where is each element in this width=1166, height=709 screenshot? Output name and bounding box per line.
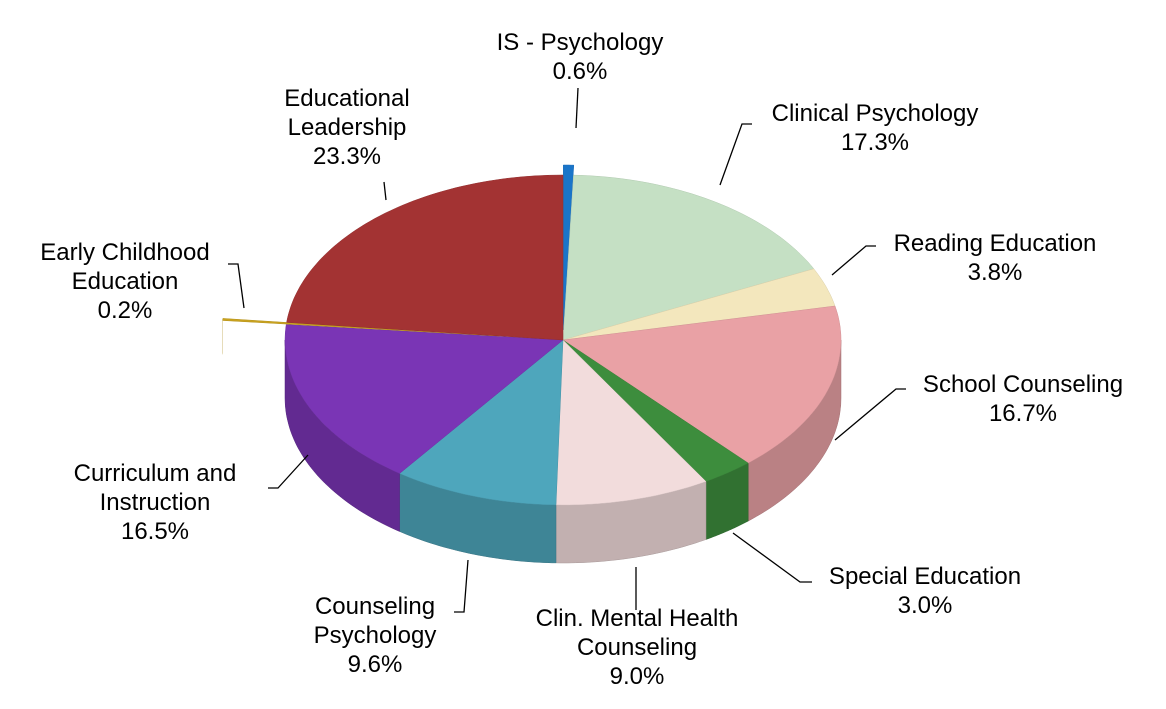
tops	[222, 164, 842, 506]
leader-line	[834, 388, 906, 441]
value-label: 17.3%	[840, 129, 910, 156]
slice	[555, 339, 707, 506]
value-label: 9.0%	[609, 663, 665, 690]
category-label: Educational Leadership	[284, 85, 410, 141]
data-label: Educational Leadership 23.3%	[262, 84, 432, 171]
slice	[563, 164, 575, 331]
value-label: 16.7%	[988, 400, 1058, 427]
value-label: 3.0%	[897, 592, 953, 619]
slice	[562, 268, 836, 341]
category-label: Clin. Mental Health Counseling	[535, 605, 739, 661]
value-label: 3.8%	[967, 259, 1023, 286]
pie	[222, 164, 842, 564]
slice	[284, 324, 564, 474]
leader-line	[228, 263, 245, 309]
slice	[562, 339, 749, 482]
data-label: Clinical Psychology 17.3%	[772, 99, 979, 157]
category-label: School Counseling	[922, 371, 1124, 398]
leader-line	[268, 454, 309, 489]
category-label: Early Childhood Education	[40, 239, 210, 295]
sides	[222, 318, 842, 564]
value-label: 0.6%	[552, 58, 608, 85]
data-label: School Counseling 16.7%	[923, 370, 1123, 428]
value-label: 9.6%	[347, 651, 403, 678]
leader-line	[454, 559, 469, 613]
category-label: IS - Psychology	[496, 29, 664, 56]
slice	[286, 174, 564, 341]
data-label: Special Education 3.0%	[829, 562, 1021, 620]
data-label: Counseling Psychology 9.6%	[290, 592, 460, 679]
leader-lines	[228, 87, 906, 613]
category-label: Special Education	[828, 563, 1022, 590]
data-label: Curriculum and Instruction 16.5%	[35, 459, 275, 546]
slice	[399, 339, 564, 506]
category-label: Counseling Psychology	[313, 593, 437, 649]
leader-line	[831, 245, 876, 276]
category-label: Reading Education	[893, 230, 1097, 257]
leader-line	[719, 123, 752, 186]
data-label: Early Childhood Education 0.2%	[0, 238, 250, 325]
slice	[562, 305, 842, 464]
data-label: Reading Education 3.8%	[894, 229, 1097, 287]
value-label: 23.3%	[312, 143, 382, 170]
category-label: Curriculum and Instruction	[73, 460, 237, 516]
leader-line	[575, 87, 579, 129]
value-label: 0.2%	[97, 297, 153, 324]
category-label: Clinical Psychology	[771, 100, 979, 127]
data-label: IS - Psychology 0.6%	[497, 28, 664, 86]
slice	[562, 174, 815, 341]
data-label: Clin. Mental Health Counseling 9.0%	[497, 604, 777, 691]
leader-line	[732, 532, 812, 583]
leader-line	[383, 181, 387, 201]
value-label: 16.5%	[120, 518, 190, 545]
